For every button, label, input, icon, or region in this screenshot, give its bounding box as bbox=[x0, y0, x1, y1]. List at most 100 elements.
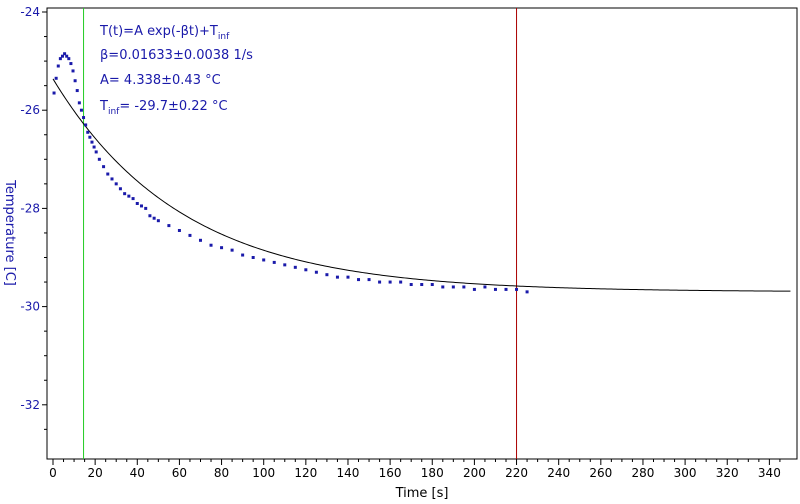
data-point bbox=[156, 219, 160, 223]
x-tick-label: 20 bbox=[87, 466, 102, 480]
x-tick-label: 160 bbox=[379, 466, 402, 480]
x-tick-label: 340 bbox=[758, 466, 781, 480]
y-axis: -24 -26 -28 -30 -32 bbox=[20, 5, 47, 430]
data-point bbox=[188, 233, 192, 237]
data-point bbox=[67, 57, 71, 61]
reference-lines bbox=[83, 8, 518, 459]
y-axis-title: Temperature [C] bbox=[2, 179, 17, 286]
data-point bbox=[86, 130, 90, 134]
fit-model-text: T(t)=A exp(-βt)+T bbox=[99, 24, 218, 39]
data-point bbox=[251, 256, 255, 259]
data-point bbox=[106, 172, 110, 176]
data-point bbox=[79, 108, 83, 112]
data-point bbox=[314, 270, 318, 274]
data-point bbox=[399, 280, 403, 284]
data-point bbox=[52, 91, 56, 95]
data-point bbox=[198, 238, 202, 242]
data-point bbox=[177, 228, 181, 232]
x-tick-label: 280 bbox=[632, 466, 655, 480]
data-point bbox=[272, 260, 276, 264]
data-point bbox=[451, 285, 455, 289]
data-point bbox=[60, 54, 64, 58]
data-point bbox=[110, 177, 114, 181]
y-tick-label: -32 bbox=[20, 398, 40, 412]
y-tick-label: -28 bbox=[20, 201, 40, 215]
x-tick-label: 140 bbox=[337, 466, 360, 480]
data-point bbox=[114, 182, 118, 186]
data-point bbox=[304, 268, 308, 272]
data-point bbox=[152, 216, 156, 220]
t-inf-value: = -29.7±0.22 °C bbox=[119, 99, 227, 114]
data-point bbox=[504, 287, 508, 291]
data-point bbox=[65, 54, 69, 58]
x-tick-label: 220 bbox=[505, 466, 528, 480]
data-point bbox=[430, 283, 434, 287]
fit-model-annotation: T(t)=A exp(-βt)+Tinf bbox=[99, 24, 230, 42]
fit-model-subscript: inf bbox=[218, 32, 230, 42]
data-point bbox=[462, 285, 466, 289]
x-tick-label: 100 bbox=[252, 466, 275, 480]
data-point bbox=[335, 275, 339, 279]
x-tick-label: 300 bbox=[674, 466, 697, 480]
data-point bbox=[230, 248, 234, 252]
data-point bbox=[144, 206, 148, 210]
x-tick-label: 120 bbox=[294, 466, 317, 480]
data-point bbox=[77, 101, 81, 105]
data-point bbox=[357, 278, 361, 282]
data-point bbox=[135, 201, 139, 205]
data-point bbox=[82, 116, 86, 120]
x-tick-label: 40 bbox=[130, 466, 145, 480]
data-point bbox=[73, 79, 77, 83]
data-point bbox=[131, 197, 135, 201]
fit-line-group bbox=[52, 78, 791, 292]
data-point bbox=[262, 258, 266, 262]
data-point bbox=[409, 283, 413, 287]
data-point bbox=[69, 62, 73, 66]
t-inf-prefix: T bbox=[99, 99, 108, 114]
amplitude-annotation: A= 4.338±0.43 °C bbox=[100, 73, 221, 88]
x-tick-label: 180 bbox=[421, 466, 444, 480]
data-point bbox=[102, 165, 106, 169]
data-point bbox=[293, 265, 297, 269]
t-inf-annotation: Tinf= -29.7±0.22 °C bbox=[99, 99, 228, 117]
data-point bbox=[92, 145, 96, 149]
x-tick-label: 80 bbox=[214, 466, 229, 480]
data-point bbox=[56, 64, 60, 68]
data-point bbox=[367, 278, 371, 282]
data-points bbox=[52, 52, 529, 294]
data-point bbox=[118, 187, 122, 191]
y-tick-label: -30 bbox=[20, 300, 40, 314]
fit-curve bbox=[52, 78, 791, 292]
data-point bbox=[90, 140, 94, 144]
data-point bbox=[515, 287, 519, 291]
data-point bbox=[388, 280, 392, 284]
data-point bbox=[54, 76, 58, 80]
data-point bbox=[71, 69, 75, 73]
data-point bbox=[220, 246, 224, 250]
x-tick-label: 260 bbox=[589, 466, 612, 480]
x-tick-label: 200 bbox=[463, 466, 486, 480]
data-point bbox=[123, 192, 127, 196]
data-point bbox=[241, 253, 245, 257]
data-point bbox=[525, 290, 529, 294]
data-point bbox=[58, 57, 62, 61]
data-point bbox=[483, 285, 487, 289]
data-point bbox=[148, 214, 152, 218]
data-point bbox=[167, 224, 171, 228]
data-point bbox=[493, 287, 497, 291]
data-point bbox=[84, 123, 88, 127]
data-point bbox=[283, 263, 287, 267]
data-point bbox=[209, 243, 213, 247]
x-tick-label: 240 bbox=[547, 466, 570, 480]
y-tick-label: -24 bbox=[20, 5, 40, 19]
data-point bbox=[325, 273, 329, 277]
data-point bbox=[94, 150, 98, 154]
data-point bbox=[346, 275, 350, 279]
beta-annotation: β=0.01633±0.0038 1/s bbox=[100, 48, 253, 63]
data-point bbox=[420, 283, 424, 287]
data-point bbox=[441, 285, 445, 289]
x-tick-label: 320 bbox=[716, 466, 739, 480]
data-point bbox=[139, 204, 143, 208]
